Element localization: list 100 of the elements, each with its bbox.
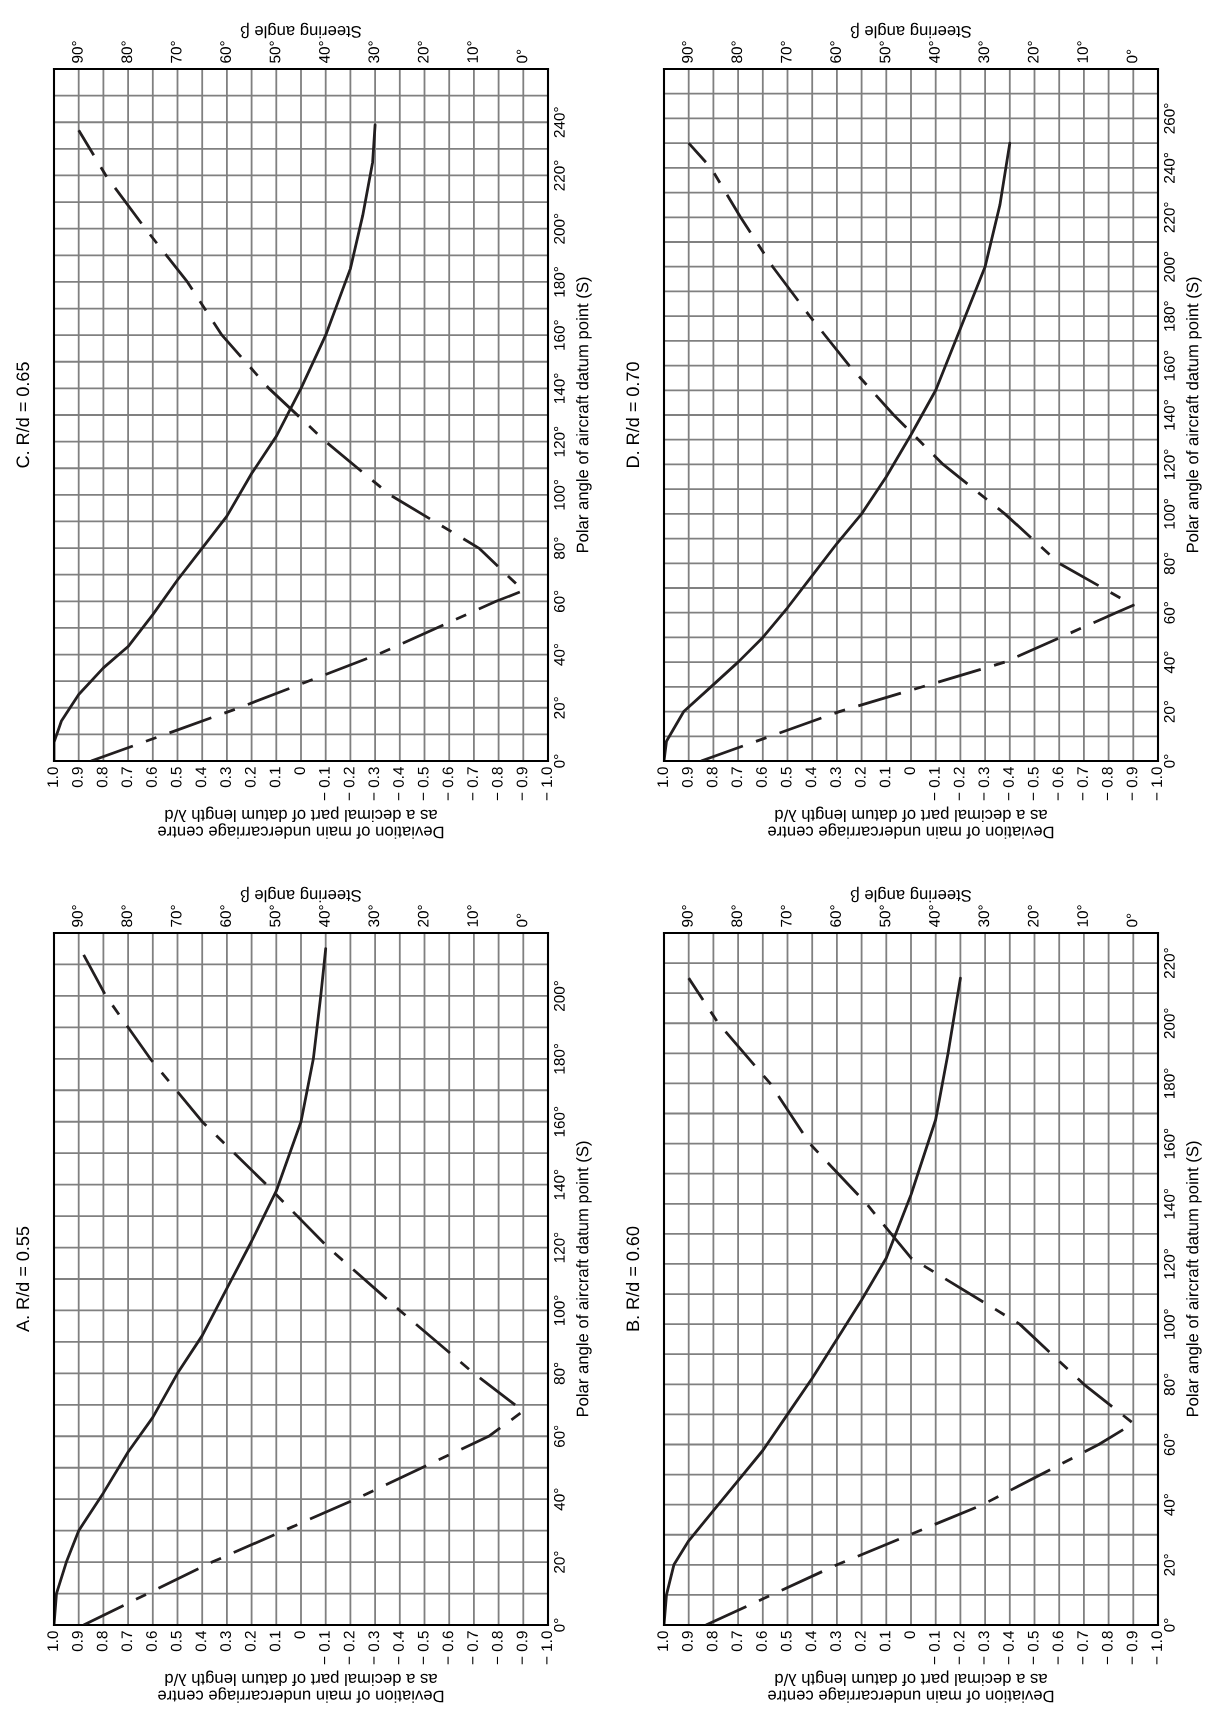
x-tick-label: − 0.9: [1126, 767, 1138, 801]
x2-tick-label: 30°: [978, 905, 990, 927]
x-tick-label: 0.2: [854, 767, 866, 788]
y-tick-label: 0°: [553, 754, 565, 768]
x-tick-label: − 0.5: [417, 1631, 429, 1665]
y-tick-label: 60°: [1163, 602, 1175, 624]
x-tick-label: − 0.5: [417, 767, 429, 801]
x-tick-label: − 0.3: [368, 1631, 380, 1665]
x-tick-label: − 0.8: [1101, 1631, 1113, 1665]
x-tick-label: 0: [294, 1631, 306, 1639]
y-tick-label: 20°: [1163, 700, 1175, 723]
x2-tick-label: 70°: [170, 905, 182, 927]
x-tick-label: − 0.1: [318, 767, 330, 801]
x2-tick-label: 40°: [318, 905, 330, 928]
x2-tick-label: 20°: [1027, 41, 1039, 63]
x-tick-label: − 0.9: [516, 1631, 528, 1665]
x2-axis-title: Steering angle β: [850, 22, 972, 39]
x-tick-label: − 0.8: [491, 767, 503, 801]
y-tick-label: 80°: [1163, 1373, 1175, 1396]
y-tick-label: 100°: [1163, 498, 1175, 529]
y-tick-label: 60°: [553, 590, 565, 613]
y-tick-label: 160°: [553, 320, 565, 350]
x-tick-label: 0.3: [220, 767, 231, 788]
x-tick-label: − 0.4: [1003, 767, 1014, 801]
text: D. R/d = 0.70: [625, 362, 640, 467]
x-tick-label: − 0.6: [1052, 767, 1064, 801]
y-tick-label: 180°: [1163, 1068, 1175, 1099]
y-tick-label: 0°: [553, 1618, 565, 1632]
y-tick-label: 160°: [553, 1106, 565, 1137]
y-tick-label: 20°: [1163, 1554, 1175, 1576]
y-tick-label: 40°: [1163, 1494, 1175, 1516]
x-tick-label: 0.5: [780, 1631, 792, 1652]
x-tick-label: − 0.1: [928, 1631, 940, 1665]
y-axis-title: Polar angle of aircraft datum point (S): [576, 277, 592, 553]
y-tick-label: 200°: [553, 213, 565, 244]
x2-tick-label: 30°: [978, 41, 990, 63]
x-tick-label: − 0.4: [393, 1631, 404, 1665]
x-tick-label: − 0.3: [368, 767, 380, 801]
x2-tick-label: 90°: [71, 41, 83, 63]
x-tick-label: 0.4: [805, 1631, 817, 1652]
x-tick-label: − 0.6: [442, 1631, 454, 1665]
x-tick-label: 0.4: [195, 767, 207, 788]
x-tick-label: 0.2: [244, 1631, 256, 1652]
x2-tick-label: 0°: [1126, 49, 1138, 63]
y-tick-label: 80°: [553, 537, 565, 559]
x-tick-label: − 1.0: [1151, 1631, 1163, 1665]
y-tick-label: 200°: [1163, 251, 1175, 282]
y-tick-label: 140°: [553, 373, 565, 404]
x-tick-label: 0.1: [879, 767, 891, 788]
y-tick-label: 100°: [553, 1295, 565, 1326]
x-tick-label: 0.7: [731, 1631, 743, 1652]
y-tick-label: 80°: [1163, 552, 1175, 575]
y-tick-label: 220°: [1163, 202, 1175, 233]
x2-tick-label: 40°: [318, 41, 330, 64]
x-tick-label: − 0.7: [1077, 1631, 1088, 1665]
x2-tick-label: 90°: [681, 905, 693, 927]
x-tick-label: 0.7: [121, 1631, 133, 1652]
y-tick-label: 200°: [1163, 1008, 1175, 1039]
line-series: [664, 141, 1012, 761]
x-tick-label: − 0.2: [343, 1631, 355, 1665]
x2-tick-label: 90°: [681, 41, 693, 63]
x-tick-label: − 0.2: [953, 767, 965, 801]
y-tick-label: 160°: [1163, 350, 1175, 381]
y-tick-label: 240°: [553, 107, 565, 138]
x2-tick-label: 50°: [879, 41, 891, 63]
x2-tick-label: 40°: [928, 905, 940, 928]
x-tick-label: − 0.7: [1077, 767, 1088, 801]
x-tick-label: − 1.0: [541, 1631, 553, 1665]
x2-tick-label: 10°: [1077, 41, 1088, 63]
x-tick-label: − 0.8: [491, 1631, 503, 1665]
text: B. R/d = 0.60: [625, 1226, 640, 1331]
x-tick-label: − 1.0: [1151, 767, 1163, 801]
x-tick-label: 0: [904, 1631, 916, 1639]
x-tick-label: 0.5: [170, 1631, 182, 1652]
y-tick-label: 120°: [1163, 449, 1175, 480]
x2-tick-label: 20°: [417, 905, 429, 927]
x-tick-label: 0.6: [146, 767, 157, 788]
x2-tick-label: 70°: [780, 905, 792, 927]
x-tick-label: − 0.9: [516, 767, 528, 801]
x-tick-label: 0.8: [96, 767, 108, 788]
x-tick-label: − 0.7: [467, 767, 478, 801]
y-tick-label: 40°: [553, 643, 565, 666]
x-tick-label: − 0.2: [953, 1631, 965, 1665]
y-tick-label: 40°: [1163, 651, 1175, 674]
x2-tick-label: 70°: [780, 41, 792, 63]
text: A. R/d = 0.55: [15, 1226, 30, 1332]
y-axis-title: Polar angle of aircraft datum point (S): [1186, 277, 1202, 553]
x2-tick-label: 80°: [121, 905, 133, 927]
y-tick-label: 180°: [553, 1043, 565, 1074]
x2-tick-label: 0°: [1126, 913, 1138, 927]
y-tick-label: 240°: [1163, 152, 1175, 183]
x-axis-title: Deviation of main undercarriage centre as a decimal part of datum length λ/d: [768, 806, 1054, 839]
y-tick-label: 20°: [553, 1551, 565, 1573]
x2-tick-label: 60°: [830, 905, 841, 927]
y-tick-label: 180°: [553, 267, 565, 297]
x-tick-label: − 0.3: [978, 767, 990, 801]
x2-tick-label: 50°: [269, 41, 281, 63]
y-tick-label: 120°: [1163, 1249, 1175, 1279]
x-tick-label: 0.7: [121, 767, 133, 788]
x-tick-label: 0.9: [71, 767, 83, 788]
